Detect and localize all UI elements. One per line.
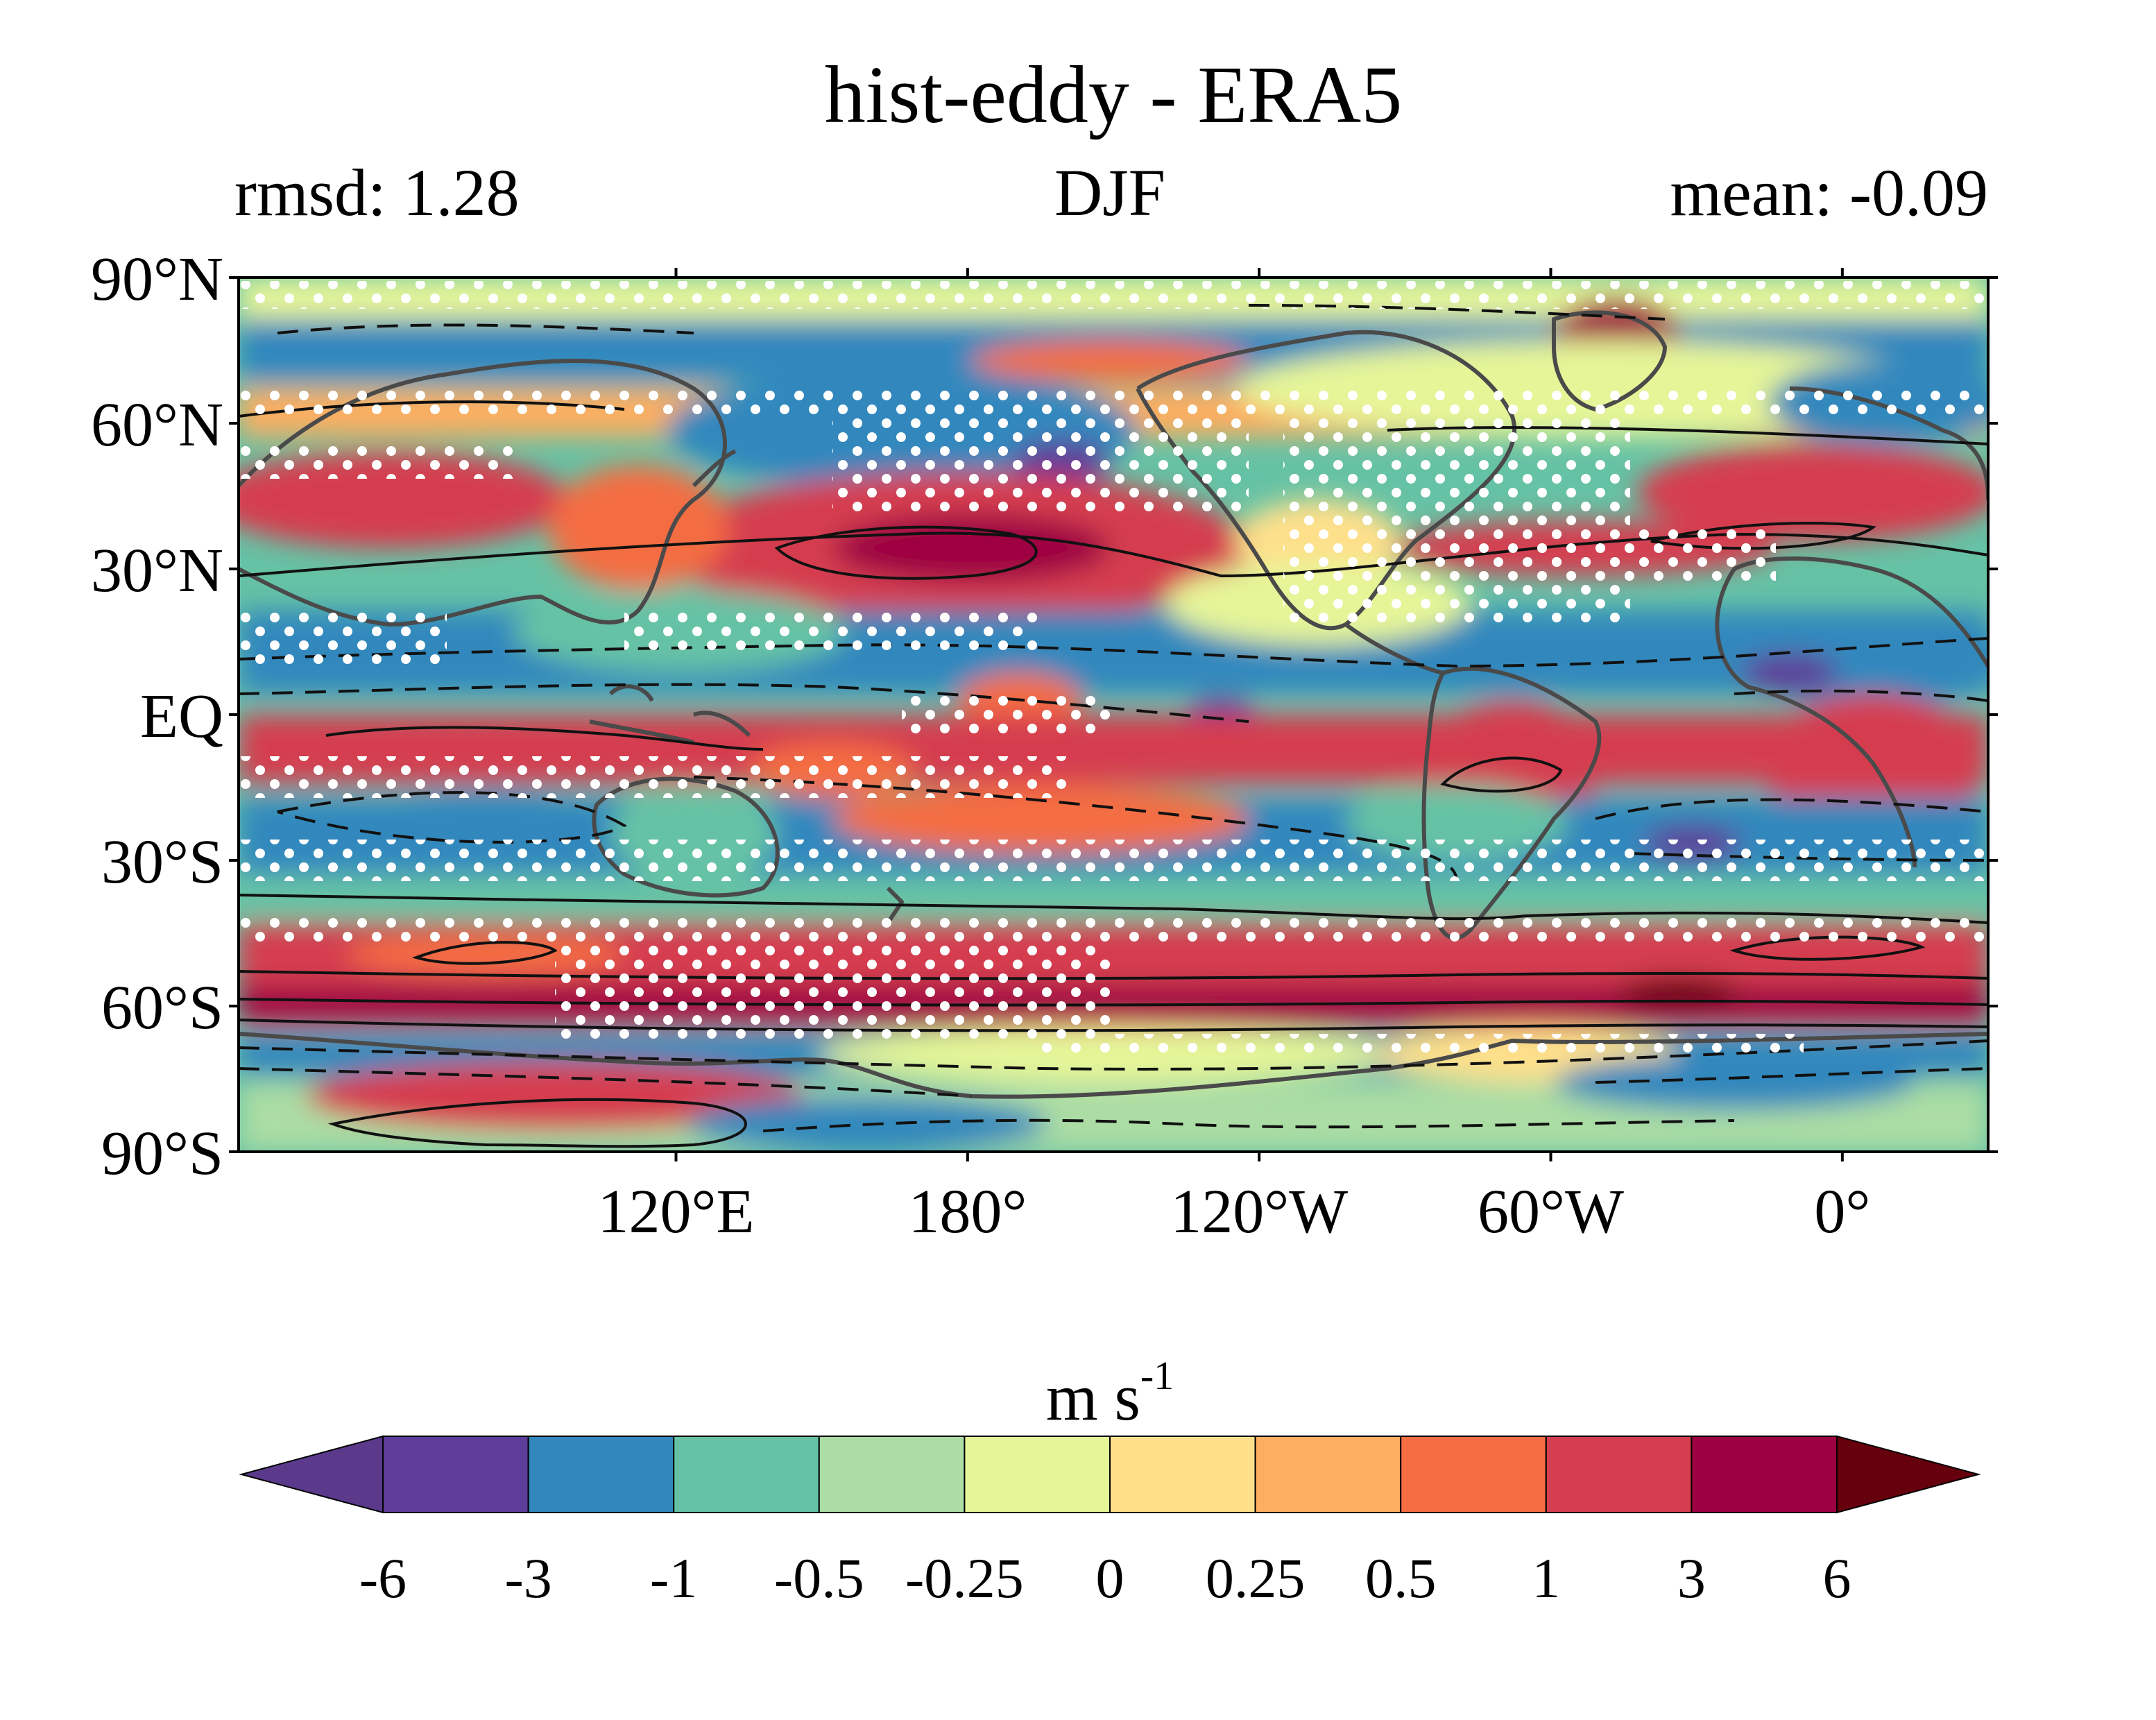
colorbar-tick-label: 0	[1096, 1547, 1124, 1610]
colorbar-tick-label: -3	[504, 1547, 551, 1610]
lon-tick-label: 120°W	[1170, 1177, 1348, 1246]
colorbar-tick-label: 1	[1532, 1547, 1560, 1610]
colorbar-tick-label: 0.25	[1206, 1547, 1306, 1610]
colorbar-segment	[1545, 1436, 1693, 1513]
colorbar-extend-high	[1836, 1435, 1981, 1514]
lat-tick-label: 30°S	[101, 828, 223, 896]
longitude-axis: 120°E 180° 120°W 60°W 0°	[598, 268, 1870, 1246]
contour-neg-2	[239, 683, 1988, 723]
lon-tick-label: 0°	[1814, 1177, 1870, 1246]
colorbar-segment	[964, 1436, 1111, 1513]
latitude-axis: 90°N 60°N 30°N EQ 30°S 60°S 90°S	[91, 245, 1998, 1188]
contour-neg-6	[239, 1039, 1988, 1071]
colorbar-tick-label: -6	[359, 1547, 407, 1610]
colorbar-segment	[382, 1436, 529, 1513]
colorbar-segment	[527, 1436, 675, 1513]
south-america-coast	[1421, 666, 1602, 940]
anomaly-map	[239, 278, 1988, 1152]
colorbar-unit-main: m s	[1046, 1360, 1140, 1434]
negative-contours	[239, 304, 1988, 1132]
colorbar-tick-label: 0.5	[1365, 1547, 1437, 1610]
contour-sh-jet-1	[239, 894, 1988, 924]
mean-label: mean: -0.09	[1670, 155, 1988, 230]
colorbar-segment	[1254, 1436, 1402, 1513]
colorbar-segment	[818, 1436, 966, 1513]
lat-tick-label: 60°N	[91, 391, 223, 459]
colorbar-segment	[673, 1436, 820, 1513]
lon-tick-label: 60°W	[1478, 1177, 1624, 1246]
japan-coast	[692, 449, 737, 488]
colorbar-segment	[1400, 1436, 1547, 1513]
contour-neg-3	[277, 791, 627, 844]
lat-tick-label: 90°N	[91, 245, 223, 314]
contour-nh-jet-2	[774, 525, 1038, 580]
maritime-continent	[589, 684, 751, 744]
greenland-coast	[1552, 310, 1667, 411]
contour-neg-7	[239, 1067, 1988, 1098]
contour-neg-1	[239, 637, 1988, 668]
central-america-coast	[1344, 622, 1444, 675]
colorbar-tick-label: 3	[1677, 1547, 1706, 1610]
figure-title: hist-eddy - ERA5	[825, 49, 1402, 140]
colorbar-tick-label: 6	[1823, 1547, 1851, 1610]
contour-tropics	[325, 726, 1563, 793]
colorbar-segment	[1109, 1436, 1256, 1513]
colorbar-tick-label: -0.25	[905, 1547, 1024, 1610]
season-label: DJF	[1054, 155, 1165, 230]
colorbar-unit-sup: -1	[1140, 1353, 1174, 1398]
colorbar-tick-label: -1	[650, 1547, 697, 1610]
contour-antarctic	[327, 1098, 747, 1148]
lat-tick-label: EQ	[140, 682, 223, 751]
lon-tick-label: 180°	[908, 1177, 1027, 1246]
colorbar-extend-low	[239, 1435, 384, 1514]
stippling	[239, 281, 1988, 1055]
lat-tick-label: 30°N	[91, 536, 223, 605]
colorbar: -6 -3 -1 -0.5 -0.25 0 0.25 0.5 1 3 6	[239, 1435, 1981, 1610]
lat-tick-label: 90°S	[101, 1119, 223, 1188]
contour-neg-9	[277, 304, 1666, 334]
colorbar-unit: m s-1	[1046, 1353, 1174, 1434]
colorbar-tick-label: -0.5	[774, 1547, 864, 1610]
contour-neg-8	[762, 1118, 1735, 1132]
contour-nh-jet-1	[239, 531, 1988, 578]
rmsd-label: rmsd: 1.28	[234, 155, 520, 230]
colorbar-segment	[1691, 1436, 1838, 1513]
lon-tick-label: 120°E	[598, 1177, 755, 1246]
lat-tick-label: 60°S	[101, 973, 223, 1042]
